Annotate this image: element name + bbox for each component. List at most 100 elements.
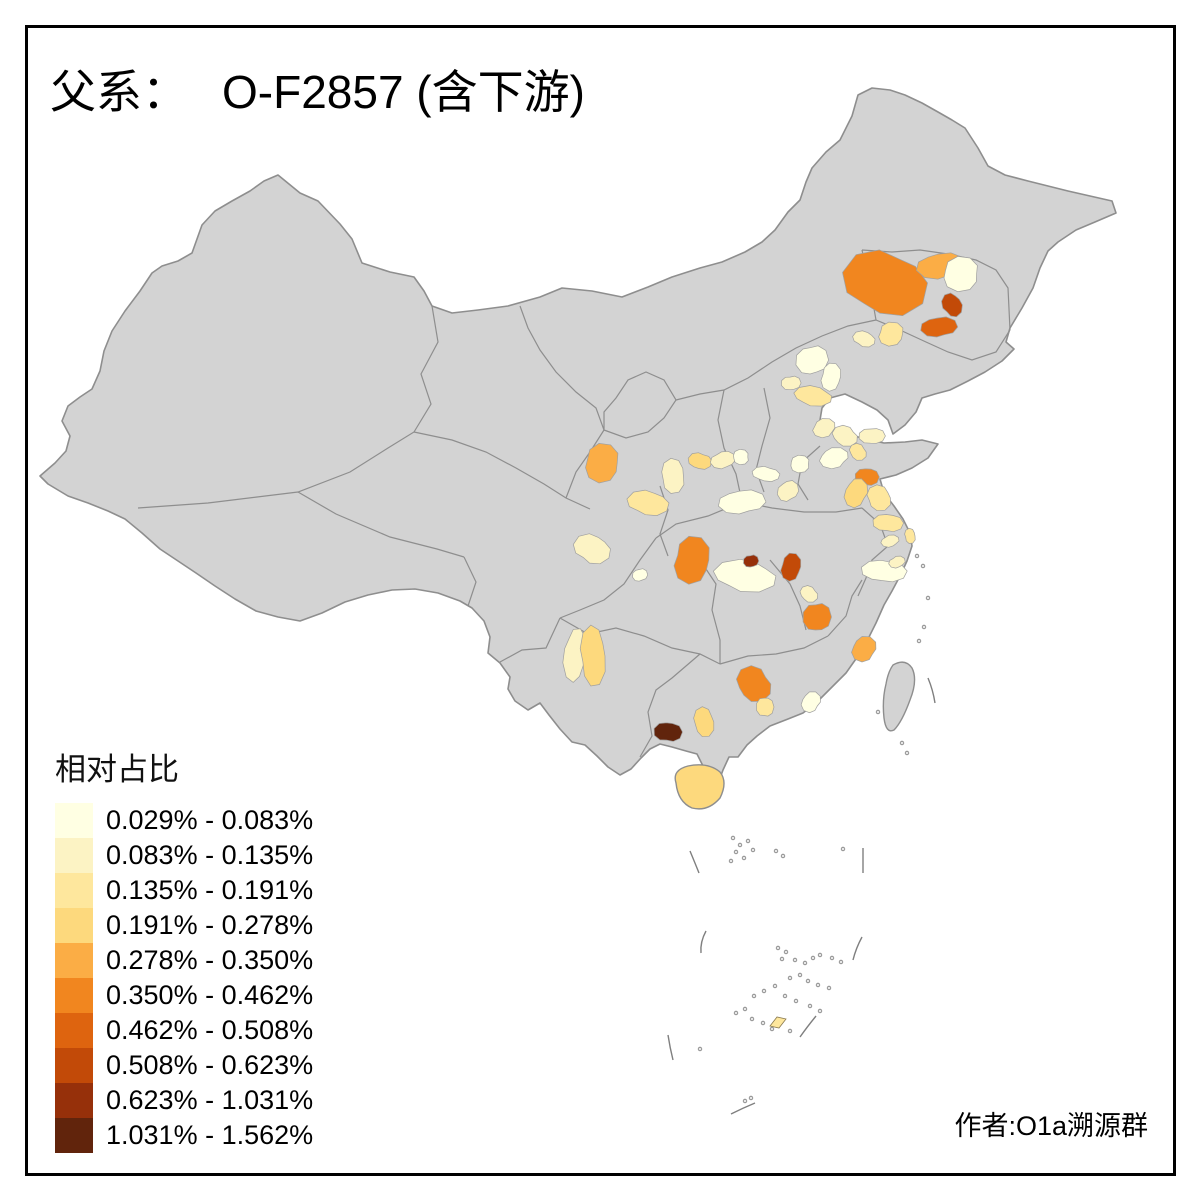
prefecture-region <box>920 316 959 338</box>
legend-label: 0.191% - 0.278% <box>106 910 314 940</box>
island-dot <box>779 956 785 962</box>
sea-boundary-dash <box>730 1102 756 1115</box>
prefecture-region <box>820 362 841 392</box>
island-dot <box>750 847 756 853</box>
legend: 相对占比 0.029% - 0.083% 0.083% - 0.135% 0.135… <box>55 744 313 1153</box>
page-title: 父系： O-F2857 (含下游) <box>50 56 585 122</box>
province-border <box>675 319 877 401</box>
island-dot <box>748 1095 754 1101</box>
island-dot <box>728 858 734 864</box>
legend-swatch <box>55 943 93 978</box>
prefecture-region <box>866 484 891 512</box>
legend-label: 0.278% - 0.350% <box>106 945 314 975</box>
island-dot <box>775 945 781 951</box>
legend-label: 1.031% - 1.562% <box>106 1120 314 1150</box>
prefecture-region <box>733 448 749 466</box>
island-dot <box>751 993 757 999</box>
prefecture-region <box>812 418 836 439</box>
island-dot <box>742 1006 748 1012</box>
island-dot <box>914 553 920 559</box>
province-border <box>717 389 743 503</box>
prefecture-region <box>802 603 832 631</box>
island-dot <box>815 982 821 988</box>
prefecture-region <box>799 585 819 603</box>
legend-swatch <box>55 1048 93 1083</box>
prefecture-region <box>793 385 833 407</box>
legend-item: 0.508% - 0.623% <box>55 1048 313 1083</box>
island-dot <box>773 848 779 854</box>
legend-item: 0.083% - 0.135% <box>55 838 313 873</box>
hainan-island <box>674 764 725 810</box>
paracel-filled-island <box>769 1016 787 1029</box>
legend-item: 0.135% - 0.191% <box>55 873 313 908</box>
prefecture-region <box>818 447 849 470</box>
prefecture-region <box>693 706 715 738</box>
legend-swatch <box>55 978 93 1013</box>
prefecture-region <box>904 527 916 544</box>
island-dot <box>733 1010 739 1016</box>
legend-swatch <box>55 838 93 873</box>
prefecture-region <box>626 489 670 516</box>
island-dot <box>782 993 788 999</box>
prefecture-region <box>858 428 886 444</box>
prefecture-region <box>632 568 649 582</box>
taiwan-island <box>882 661 916 732</box>
legend-swatch <box>55 1118 93 1153</box>
legend-item: 0.623% - 1.031% <box>55 1083 313 1118</box>
sea-boundary-dash <box>852 936 863 961</box>
legend-label: 0.135% - 0.191% <box>106 875 314 905</box>
prefecture-region <box>585 443 619 484</box>
island-dot <box>780 853 786 859</box>
island-dot <box>817 952 823 958</box>
prefecture-region <box>878 321 904 347</box>
island-dot <box>921 624 927 630</box>
sea-boundary-dash <box>667 1034 674 1061</box>
province-border <box>699 559 721 664</box>
island-dot <box>697 1046 703 1052</box>
legend-item: 1.031% - 1.562% <box>55 1118 313 1153</box>
prefecture-region <box>743 554 760 568</box>
island-dot <box>730 835 736 841</box>
province-border <box>297 491 465 558</box>
island-dot <box>810 955 816 961</box>
prefecture-region <box>842 249 928 317</box>
title-prefix: 父系： <box>50 67 188 118</box>
prefecture-region <box>888 555 906 569</box>
prefecture-region <box>941 292 963 318</box>
legend-label: 0.350% - 0.462% <box>106 980 314 1010</box>
province-border <box>137 305 439 509</box>
legend-title: 相对占比 <box>55 752 179 787</box>
legend-swatch <box>55 1013 93 1048</box>
province-border <box>519 305 605 499</box>
island-dot <box>899 740 905 746</box>
island-dot <box>826 985 832 991</box>
island-dot <box>802 960 808 966</box>
island-dot <box>817 1008 823 1014</box>
island-dot <box>829 955 835 961</box>
legend-swatch <box>55 908 93 943</box>
island-dot <box>797 972 803 978</box>
prefecture-region <box>843 478 868 509</box>
island-dot <box>733 849 739 855</box>
prefecture-region <box>776 480 800 502</box>
legend-label: 0.623% - 1.031% <box>106 1085 314 1115</box>
island-dot <box>769 1026 775 1032</box>
prefecture-region <box>579 624 606 687</box>
island-dot <box>793 998 799 1004</box>
province-border <box>639 653 701 758</box>
prefecture-region <box>880 534 900 548</box>
island-dot <box>760 1020 766 1026</box>
island-dot <box>792 957 798 963</box>
province-border <box>719 635 829 665</box>
legend-label: 0.029% - 0.083% <box>106 805 314 835</box>
island-dot <box>741 855 747 861</box>
prefecture-region <box>851 636 877 663</box>
legend-item: 0.462% - 0.508% <box>55 1013 313 1048</box>
prefecture-region <box>712 558 777 593</box>
prefecture-region <box>562 628 588 683</box>
sea-boundary-dash <box>927 677 936 704</box>
prefecture-region <box>800 691 821 714</box>
prefecture-region <box>795 345 829 375</box>
legend-item: 0.278% - 0.350% <box>55 943 313 978</box>
